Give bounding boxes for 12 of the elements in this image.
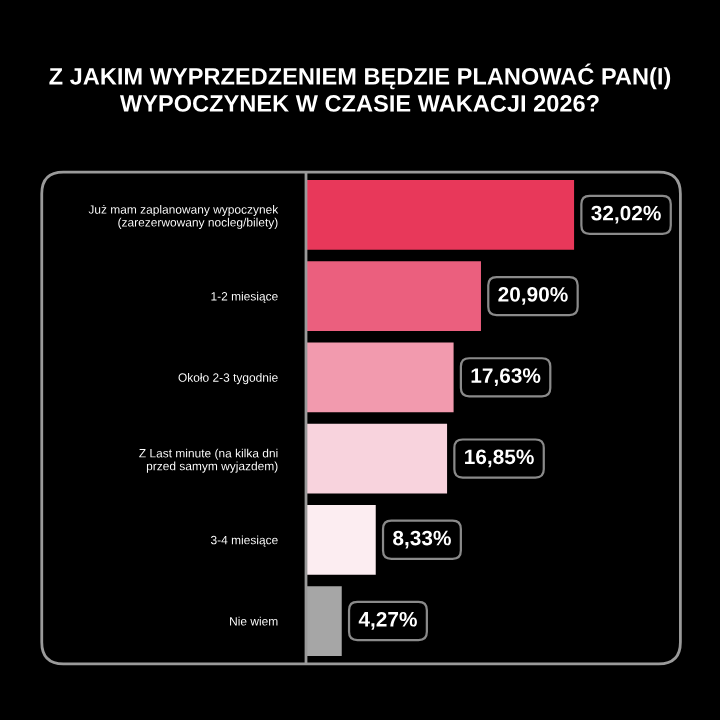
bar: [306, 179, 575, 250]
data-label: 8,33%: [393, 530, 451, 549]
data-label: 16,85%: [465, 449, 534, 468]
bar: [306, 423, 448, 494]
bar: [306, 261, 481, 332]
data-label: 20,90%: [498, 286, 568, 305]
data-label: 17,63%: [471, 368, 541, 386]
chart-title: Z JAKIM WYPRZEDZENIEM BĘDZIE PLANOWAĆ PAN(I) WYPOCZYNEK W CZASIE WAKACJI 2026?: [49, 63, 671, 112]
data-label: 4,27%: [358, 611, 417, 630]
bar: [306, 342, 454, 413]
bar: [306, 504, 376, 575]
data-label: 32,02%: [591, 205, 661, 224]
